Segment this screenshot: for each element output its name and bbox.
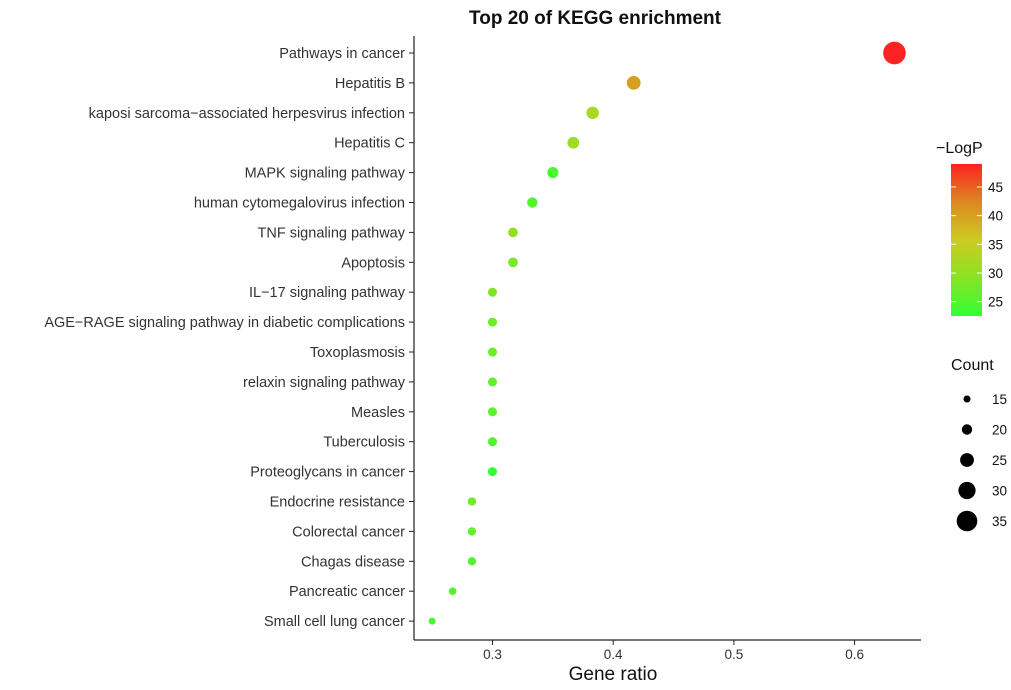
x-axis-label: Gene ratio bbox=[569, 664, 658, 685]
y-tick-label: Proteoglycans in cancer bbox=[250, 465, 405, 481]
color-legend-title: −LogP bbox=[936, 140, 983, 157]
size-legend-dot bbox=[956, 510, 978, 532]
data-point bbox=[487, 287, 497, 297]
size-legend-label: 20 bbox=[992, 423, 1007, 438]
data-point bbox=[487, 377, 497, 387]
data-point bbox=[467, 557, 477, 566]
data-point bbox=[567, 136, 580, 149]
y-tick-label: Small cell lung cancer bbox=[264, 614, 405, 630]
y-tick-label: Pathways in cancer bbox=[279, 46, 405, 62]
data-point bbox=[467, 527, 477, 536]
x-tick-label: 0.4 bbox=[604, 647, 623, 662]
y-tick-label: Hepatitis B bbox=[335, 76, 405, 92]
size-legend-label: 35 bbox=[992, 514, 1007, 529]
y-tick-label: IL−17 signaling pathway bbox=[249, 285, 406, 301]
data-point bbox=[487, 437, 497, 447]
y-tick-label: relaxin signaling pathway bbox=[243, 375, 406, 391]
y-tick-label: Colorectal cancer bbox=[292, 524, 405, 540]
data-point bbox=[487, 347, 497, 357]
data-point bbox=[428, 617, 436, 625]
data-point bbox=[487, 317, 497, 327]
x-tick-label: 0.5 bbox=[725, 647, 744, 662]
x-tick-label: 0.6 bbox=[845, 647, 864, 662]
color-legend-bar bbox=[951, 164, 982, 316]
y-tick-label: MAPK signaling pathway bbox=[245, 166, 406, 182]
y-tick-label: Toxoplasmosis bbox=[310, 345, 405, 361]
color-legend-tick-label: 25 bbox=[988, 295, 1003, 310]
plot-area: 0.3 0.4 0.5 0.6 Pathways in cancer Hepatitis … bbox=[44, 36, 921, 662]
color-legend-tick-label: 35 bbox=[988, 237, 1003, 252]
data-point bbox=[626, 76, 641, 90]
y-tick-label: human cytomegalovirus infection bbox=[194, 196, 405, 212]
x-tick-label: 0.3 bbox=[483, 647, 502, 662]
y-tick-label: TNF signaling pathway bbox=[258, 225, 406, 241]
data-point bbox=[467, 497, 477, 506]
size-legend-dot bbox=[961, 424, 973, 435]
color-legend-tick-label: 30 bbox=[988, 266, 1003, 281]
y-tick-label: Endocrine resistance bbox=[270, 495, 405, 511]
size-legend-label: 25 bbox=[992, 453, 1007, 468]
legend: −LogP Count 25 30 35 40 45 15 20 25 30 35 bbox=[936, 140, 1007, 532]
y-tick-label: Apoptosis bbox=[341, 255, 405, 271]
y-tick-label: Measles bbox=[351, 405, 405, 421]
y-tick-label: Chagas disease bbox=[301, 554, 405, 570]
y-tick-label: Tuberculosis bbox=[323, 435, 405, 451]
y-tick-label: AGE−RAGE signaling pathway in diabetic c… bbox=[44, 315, 405, 331]
data-point bbox=[586, 106, 599, 120]
data-point bbox=[487, 407, 497, 417]
size-legend-label: 30 bbox=[992, 484, 1007, 499]
data-point bbox=[487, 467, 497, 477]
y-tick-label: Pancreatic cancer bbox=[289, 584, 405, 600]
chart-title: Top 20 of KEGG enrichment bbox=[469, 8, 722, 29]
data-point bbox=[508, 227, 518, 238]
size-legend-dot bbox=[960, 453, 974, 467]
color-legend-tick-label: 45 bbox=[988, 180, 1003, 195]
data-point bbox=[883, 41, 906, 65]
y-tick-label: kaposi sarcoma−associated herpesvirus in… bbox=[89, 106, 405, 122]
data-point bbox=[448, 587, 457, 596]
size-legend-label: 15 bbox=[992, 392, 1007, 407]
data-point bbox=[508, 257, 518, 268]
size-legend-dot bbox=[958, 481, 976, 500]
size-legend-dot bbox=[963, 395, 971, 403]
y-tick-label: Hepatitis C bbox=[334, 136, 405, 152]
color-legend-tick-label: 40 bbox=[988, 209, 1003, 224]
data-point bbox=[547, 167, 559, 179]
data-point bbox=[527, 197, 538, 208]
size-legend-title: Count bbox=[951, 357, 994, 374]
